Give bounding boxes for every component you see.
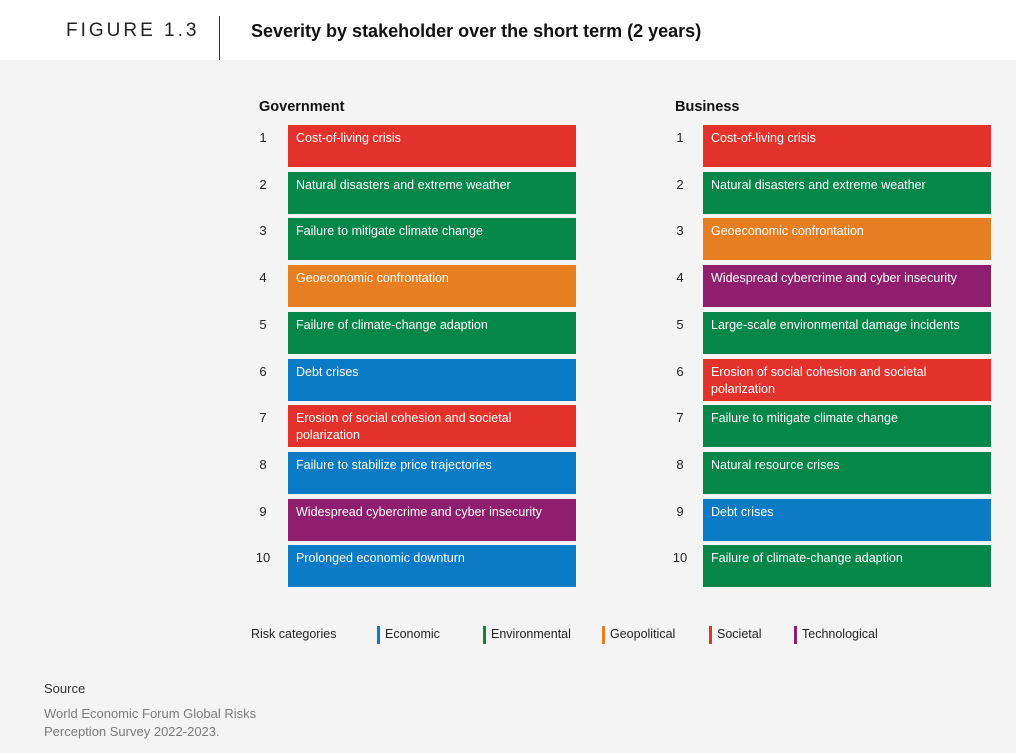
rank-number: 5	[676, 317, 684, 332]
legend-swatch	[483, 626, 486, 644]
rank-number: 10	[672, 550, 688, 565]
legend-label: Technological	[802, 627, 878, 641]
business-title: Business	[675, 99, 740, 115]
risk-bar: Failure to stabilize price trajectories	[288, 452, 576, 494]
source-text: World Economic Forum Global Risks Percep…	[44, 706, 257, 739]
header-divider	[219, 16, 220, 60]
rank-number: 8	[259, 457, 267, 472]
legend: Risk categories Economic Environmental Geo…	[251, 626, 951, 646]
rank-number: 7	[676, 410, 684, 425]
rank-number: 8	[676, 457, 684, 472]
table-row: 5 Large-scale environmental damage incide…	[668, 312, 1008, 354]
table-row: 9 Debt crises	[668, 499, 1008, 541]
legend-label: Societal	[717, 627, 762, 641]
rank-number: 2	[676, 177, 684, 192]
table-row: 6 Erosion of social cohesion and societal…	[668, 359, 1008, 401]
table-row: 4 Widespread cybercrime and cyber insecur…	[668, 265, 1008, 307]
table-row: 3 Failure to mitigate climate change	[251, 218, 591, 260]
table-row: 2 Natural disasters and extreme weather	[668, 172, 1008, 214]
risk-bar: Natural disasters and extreme weather	[288, 172, 576, 214]
rank-number: 5	[259, 317, 267, 332]
legend-title: Risk categories	[251, 627, 337, 641]
rank-number: 1	[676, 130, 684, 145]
table-row: 1 Cost-of-living crisis	[251, 125, 591, 167]
risk-bar: Natural disasters and extreme weather	[703, 172, 991, 214]
table-row: 2 Natural disasters and extreme weather	[251, 172, 591, 214]
table-row: 10 Failure of climate-change adaption	[668, 545, 1008, 587]
table-row: 4 Geoeconomic confrontation	[251, 265, 591, 307]
rank-number: 4	[676, 270, 684, 285]
legend-label: Economic	[385, 627, 440, 641]
rank-number: 6	[676, 364, 684, 379]
rank-number: 1	[259, 130, 267, 145]
rank-number: 2	[259, 177, 267, 192]
risk-bar: Large-scale environmental damage inciden…	[703, 312, 991, 354]
risk-bar: Prolonged economic downturn	[288, 545, 576, 587]
rank-number: 4	[259, 270, 267, 285]
risk-bar: Failure of climate-change adaption	[703, 545, 991, 587]
risk-bar: Widespread cybercrime and cyber insecuri…	[288, 499, 576, 541]
legend-label: Geopolitical	[610, 627, 676, 641]
risk-bar: Debt crises	[288, 359, 576, 401]
risk-bar: Geoeconomic confrontation	[703, 218, 991, 260]
table-row: 5 Failure of climate-change adaption	[251, 312, 591, 354]
table-row: 1 Cost-of-living crisis	[668, 125, 1008, 167]
risk-bar: Geoeconomic confrontation	[288, 265, 576, 307]
risk-bar: Erosion of social cohesion and societal …	[288, 405, 576, 447]
rank-number: 3	[676, 223, 684, 238]
rank-number: 9	[676, 504, 684, 519]
table-row: 6 Debt crises	[251, 359, 591, 401]
table-row: 8 Natural resource crises	[668, 452, 1008, 494]
source-label: Source	[44, 681, 86, 696]
chart-title: Severity by stakeholder over the short t…	[251, 21, 702, 41]
risk-bar: Failure of climate-change adaption	[288, 312, 576, 354]
header-bar: FIGURE 1.3 Severity by stakeholder over …	[0, 0, 1016, 60]
risk-bar: Erosion of social cohesion and societal …	[703, 359, 991, 401]
rank-number: 10	[255, 550, 271, 565]
legend-swatch	[709, 626, 712, 644]
table-row: 9 Widespread cybercrime and cyber insecur…	[251, 499, 591, 541]
rank-number: 9	[259, 504, 267, 519]
table-row: 10 Prolonged economic downturn	[251, 545, 591, 587]
table-row: 3 Geoeconomic confrontation	[668, 218, 1008, 260]
risk-bar: Cost-of-living crisis	[703, 125, 991, 167]
risk-bar: Widespread cybercrime and cyber insecuri…	[703, 265, 991, 307]
rank-number: 6	[259, 364, 267, 379]
risk-bar: Failure to mitigate climate change	[288, 218, 576, 260]
figure-label: FIGURE 1.3	[66, 20, 200, 41]
legend-swatch	[377, 626, 380, 644]
table-row: 8 Failure to stabilize price trajectories	[251, 452, 591, 494]
risk-bar: Natural resource crises	[703, 452, 991, 494]
legend-swatch	[794, 626, 797, 644]
government-title: Government	[259, 99, 345, 115]
legend-label: Environmental	[491, 627, 571, 641]
risk-bar: Cost-of-living crisis	[288, 125, 576, 167]
legend-swatch	[602, 626, 605, 644]
table-row: 7 Erosion of social cohesion and societal…	[251, 405, 591, 447]
risk-bar: Debt crises	[703, 499, 991, 541]
risk-bar: Failure to mitigate climate change	[703, 405, 991, 447]
rank-number: 3	[259, 223, 267, 238]
rank-number: 7	[259, 410, 267, 425]
table-row: 7 Failure to mitigate climate change	[668, 405, 1008, 447]
